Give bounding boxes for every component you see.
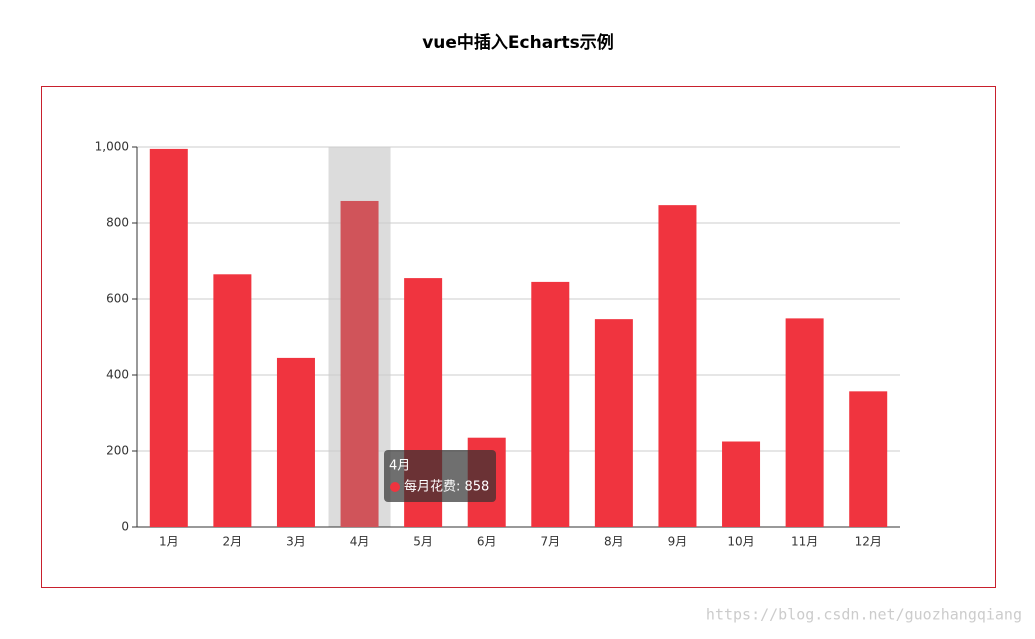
x-tick-label: 2月 <box>223 535 243 549</box>
x-tick-label: 12月 <box>855 535 882 549</box>
y-tick-label: 0 <box>121 520 129 534</box>
x-tick-label: 7月 <box>540 535 560 549</box>
y-tick-label: 400 <box>106 368 129 382</box>
watermark: https://blog.csdn.net/guozhangqiang <box>706 606 1022 624</box>
x-tick-label: 11月 <box>791 535 818 549</box>
bar <box>276 357 315 527</box>
y-tick-label: 600 <box>106 292 129 306</box>
bar <box>849 391 888 527</box>
tooltip-text: 每月花费: 858 <box>404 479 489 495</box>
bar <box>340 200 379 527</box>
bar <box>594 319 633 527</box>
x-tick-label: 10月 <box>727 535 754 549</box>
tooltip-box <box>384 450 496 502</box>
x-tick-label: 8月 <box>604 535 624 549</box>
bar <box>658 205 697 527</box>
y-tick-label: 200 <box>106 444 129 458</box>
chart-frame <box>41 86 996 588</box>
x-tick-label: 5月 <box>413 535 433 549</box>
x-tick-label: 9月 <box>668 535 688 549</box>
bar <box>213 274 252 527</box>
x-tick-label: 1月 <box>159 535 179 549</box>
plot: 0 200 400 600 800 1,000 1月 2月 3月 4月 5月 6月 7月 8月 9月 10月 1… <box>95 140 900 549</box>
tooltip-title: 4月 <box>389 459 410 474</box>
bar <box>722 441 761 527</box>
y-tick-label: 1,000 <box>95 140 129 154</box>
tooltip-dot <box>390 482 400 492</box>
x-tick-label: 6月 <box>477 535 497 549</box>
x-tick-label: 3月 <box>286 535 306 549</box>
page-title: vue中插入Echarts示例 <box>422 32 614 53</box>
bar <box>785 318 824 527</box>
bar <box>149 148 188 527</box>
bar <box>531 281 570 527</box>
x-tick-label: 4月 <box>350 535 370 549</box>
y-tick-label: 800 <box>106 216 129 230</box>
